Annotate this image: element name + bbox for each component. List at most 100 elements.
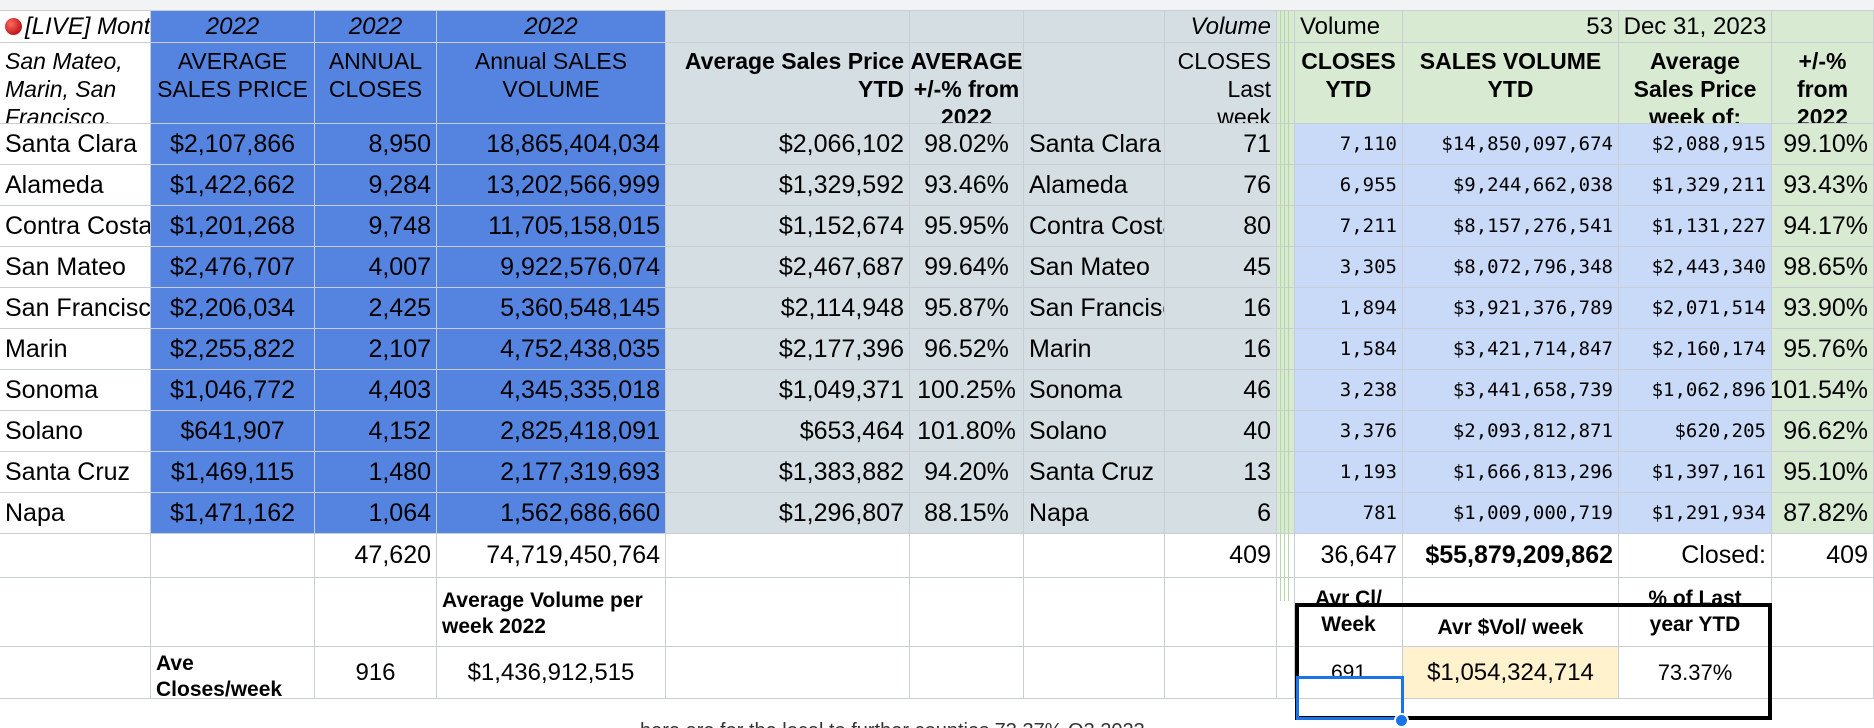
total-volume-2022[interactable]: 74,719,450,764 bbox=[437, 534, 666, 578]
volume-ytd-cell[interactable]: $9,244,662,038 bbox=[1403, 165, 1619, 206]
avg-week-cell[interactable]: $1,131,227 bbox=[1619, 206, 1772, 247]
county-cell[interactable]: Alameda bbox=[0, 165, 151, 206]
county-cell[interactable]: Sonoma bbox=[1024, 370, 1165, 411]
closes-last-week-cell[interactable]: 40 bbox=[1165, 411, 1277, 452]
column-header[interactable]: SALES VOLUME YTD bbox=[1403, 43, 1619, 124]
pct-change-cell[interactable]: 100.25% bbox=[910, 370, 1024, 411]
blank-cell[interactable] bbox=[910, 534, 1024, 578]
closes-last-week-cell[interactable]: 16 bbox=[1165, 329, 1277, 370]
pct-2022-cell[interactable]: 93.90% bbox=[1772, 288, 1874, 329]
blank-cell[interactable] bbox=[1165, 578, 1277, 647]
blank-cell[interactable] bbox=[1024, 43, 1165, 124]
pct-change-cell[interactable]: 101.80% bbox=[910, 411, 1024, 452]
blank-cell[interactable] bbox=[1277, 534, 1295, 578]
volume-2022-cell[interactable]: 4,345,335,018 bbox=[437, 370, 666, 411]
year-header[interactable]: 2022 bbox=[315, 11, 437, 43]
closes-ytd-cell[interactable]: 1,193 bbox=[1295, 452, 1403, 493]
volume-2022-cell[interactable]: 18,865,404,034 bbox=[437, 124, 666, 165]
avg-week-cell[interactable]: $1,062,896 bbox=[1619, 370, 1772, 411]
fill-handle[interactable] bbox=[1394, 713, 1409, 728]
avr-vol-week-label[interactable]: Avr $Vol/ week bbox=[1403, 578, 1619, 647]
year-header[interactable]: 2022 bbox=[151, 11, 315, 43]
volume-ytd-cell[interactable]: $3,441,658,739 bbox=[1403, 370, 1619, 411]
avg-week-cell[interactable]: $1,291,934 bbox=[1619, 493, 1772, 534]
avg-price-ytd-cell[interactable]: $2,177,396 bbox=[666, 329, 910, 370]
volume-2022-cell[interactable]: 13,202,566,999 bbox=[437, 165, 666, 206]
column-header[interactable]: AVERAGE +/-% from 2022 bbox=[910, 43, 1024, 124]
avr-cl-week-label[interactable]: Avr Cl/ Week bbox=[1295, 578, 1403, 647]
pct-change-cell[interactable]: 94.20% bbox=[910, 452, 1024, 493]
county-cell[interactable]: San Mateo bbox=[0, 247, 151, 288]
pct-change-cell[interactable]: 99.64% bbox=[910, 247, 1024, 288]
total-closes-2022[interactable]: 47,620 bbox=[315, 534, 437, 578]
ave-closes-value[interactable]: 916 bbox=[315, 647, 437, 699]
closes-ytd-cell[interactable]: 1,894 bbox=[1295, 288, 1403, 329]
blank-cell[interactable] bbox=[1277, 11, 1295, 43]
avg-price-2022-cell[interactable]: $641,907 bbox=[151, 411, 315, 452]
closes-last-week-cell[interactable]: 71 bbox=[1165, 124, 1277, 165]
volume-ytd-cell[interactable]: $1,666,813,296 bbox=[1403, 452, 1619, 493]
blank-cell[interactable] bbox=[1277, 411, 1295, 452]
avg-price-2022-cell[interactable]: $1,422,662 bbox=[151, 165, 315, 206]
avg-week-cell[interactable]: $620,205 bbox=[1619, 411, 1772, 452]
avg-week-cell[interactable]: $2,088,915 bbox=[1619, 124, 1772, 165]
closes-2022-cell[interactable]: 8,950 bbox=[315, 124, 437, 165]
county-cell[interactable]: Solano bbox=[0, 411, 151, 452]
total-closes-last-week[interactable]: 409 bbox=[1165, 534, 1277, 578]
county-cell[interactable]: Sonoma bbox=[0, 370, 151, 411]
county-cell[interactable]: Napa bbox=[1024, 493, 1165, 534]
avg-price-2022-cell[interactable]: $2,107,866 bbox=[151, 124, 315, 165]
county-cell[interactable]: Solano bbox=[1024, 411, 1165, 452]
column-header[interactable]: +/-% from 2022 bbox=[1772, 43, 1874, 124]
avg-price-ytd-cell[interactable]: $2,066,102 bbox=[666, 124, 910, 165]
blank-cell[interactable] bbox=[1277, 165, 1295, 206]
volume-2022-cell[interactable]: 5,360,548,145 bbox=[437, 288, 666, 329]
closes-2022-cell[interactable]: 1,480 bbox=[315, 452, 437, 493]
avg-volume-week-value[interactable]: $1,436,912,515 bbox=[437, 647, 666, 699]
column-header[interactable]: Average Sales Price week of: bbox=[1619, 43, 1772, 124]
closes-last-week-cell[interactable]: 76 bbox=[1165, 165, 1277, 206]
volume-header[interactable]: Volume bbox=[1165, 11, 1277, 43]
closes-last-week-cell[interactable]: 6 bbox=[1165, 493, 1277, 534]
closes-ytd-cell[interactable]: 3,305 bbox=[1295, 247, 1403, 288]
column-header[interactable]: Annual SALES VOLUME bbox=[437, 43, 666, 124]
blank-cell[interactable] bbox=[1772, 578, 1874, 647]
closes-2022-cell[interactable]: 9,748 bbox=[315, 206, 437, 247]
county-cell[interactable]: Contra Costa bbox=[0, 206, 151, 247]
county-cell[interactable]: San Francisco bbox=[0, 288, 151, 329]
county-cell[interactable]: Marin bbox=[0, 329, 151, 370]
volume-2022-cell[interactable]: 11,705,158,015 bbox=[437, 206, 666, 247]
date-header[interactable]: Dec 31, 2023 bbox=[1619, 11, 1772, 43]
avg-price-ytd-cell[interactable]: $653,464 bbox=[666, 411, 910, 452]
closes-last-week-cell[interactable]: 46 bbox=[1165, 370, 1277, 411]
blank-cell[interactable] bbox=[910, 647, 1024, 699]
closes-ytd-cell[interactable]: 6,955 bbox=[1295, 165, 1403, 206]
year-header[interactable]: 2022 bbox=[437, 11, 666, 43]
closes-2022-cell[interactable]: 4,152 bbox=[315, 411, 437, 452]
avg-price-ytd-cell[interactable]: $1,152,674 bbox=[666, 206, 910, 247]
closes-ytd-cell[interactable]: 781 bbox=[1295, 493, 1403, 534]
avr-cl-week-value[interactable]: 691 bbox=[1295, 647, 1403, 699]
closed-label[interactable]: Closed: bbox=[1619, 534, 1772, 578]
avg-price-2022-cell[interactable]: $1,046,772 bbox=[151, 370, 315, 411]
blank-cell[interactable] bbox=[666, 647, 910, 699]
blank-cell[interactable] bbox=[1277, 329, 1295, 370]
volume-ytd-cell[interactable]: $3,921,376,789 bbox=[1403, 288, 1619, 329]
closes-ytd-cell[interactable]: 7,211 bbox=[1295, 206, 1403, 247]
blank-cell[interactable] bbox=[315, 578, 437, 647]
blank-cell[interactable] bbox=[666, 578, 910, 647]
blank-cell[interactable] bbox=[1277, 370, 1295, 411]
pct-2022-cell[interactable]: 96.62% bbox=[1772, 411, 1874, 452]
closes-last-week-cell[interactable]: 13 bbox=[1165, 452, 1277, 493]
avg-volume-week-label[interactable]: Average Volume per week 2022 bbox=[437, 578, 666, 647]
closes-ytd-cell[interactable]: 7,110 bbox=[1295, 124, 1403, 165]
closes-ytd-cell[interactable]: 3,376 bbox=[1295, 411, 1403, 452]
county-cell[interactable]: San Mateo bbox=[1024, 247, 1165, 288]
pct-change-cell[interactable]: 96.52% bbox=[910, 329, 1024, 370]
avg-price-ytd-cell[interactable]: $1,329,592 bbox=[666, 165, 910, 206]
volume-ytd-cell[interactable]: $8,157,276,541 bbox=[1403, 206, 1619, 247]
blank-cell[interactable] bbox=[0, 647, 151, 699]
closes-2022-cell[interactable]: 4,007 bbox=[315, 247, 437, 288]
blank-cell[interactable] bbox=[1277, 206, 1295, 247]
closes-2022-cell[interactable]: 2,107 bbox=[315, 329, 437, 370]
